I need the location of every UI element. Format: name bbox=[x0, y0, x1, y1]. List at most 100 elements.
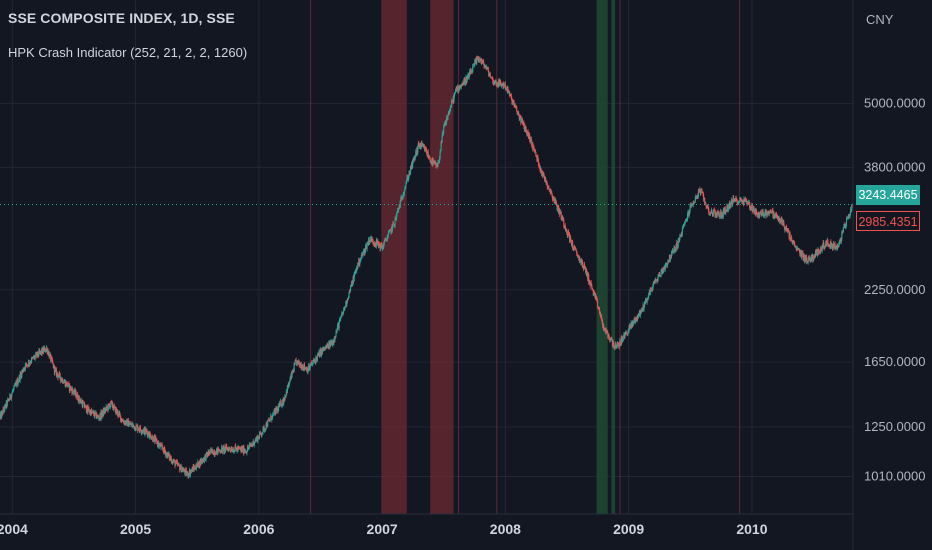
candle-body bbox=[203, 456, 206, 461]
candle-body bbox=[530, 137, 532, 141]
indicator-title[interactable]: HPK Crash Indicator (252, 21, 2, 2, 1260… bbox=[8, 45, 248, 60]
candle-body bbox=[396, 214, 398, 219]
candle-body bbox=[294, 364, 296, 366]
candle-body bbox=[330, 342, 332, 346]
y-tick-label: 5000.0000 bbox=[864, 96, 925, 111]
candle-body bbox=[831, 243, 833, 245]
candle-body bbox=[488, 71, 490, 77]
candle-body bbox=[834, 243, 836, 249]
candle-body bbox=[541, 171, 543, 174]
candle-body bbox=[93, 411, 95, 415]
candle-body bbox=[776, 215, 778, 218]
candle-body bbox=[493, 82, 496, 85]
candle-body bbox=[683, 223, 686, 226]
candle-body bbox=[689, 205, 691, 211]
candle-body bbox=[58, 376, 60, 378]
candle-body bbox=[749, 201, 751, 209]
candle-body bbox=[215, 454, 217, 456]
candle-body bbox=[659, 272, 661, 276]
candle-body bbox=[462, 83, 464, 85]
candle-body bbox=[549, 189, 551, 194]
x-tick-label: 2007 bbox=[367, 521, 398, 537]
candle-body bbox=[219, 449, 221, 451]
candle-body bbox=[570, 240, 572, 242]
candle-body bbox=[129, 422, 132, 425]
last-price-tag: 3243.4465 bbox=[856, 185, 920, 205]
candle-body bbox=[485, 66, 487, 68]
candle-body bbox=[836, 245, 838, 248]
candle-body bbox=[756, 213, 758, 216]
candle-body bbox=[791, 239, 793, 244]
candle-body bbox=[193, 466, 195, 469]
candle-body bbox=[246, 447, 249, 452]
currency-label[interactable]: CNY bbox=[866, 12, 894, 27]
candle-body bbox=[527, 130, 529, 135]
candle-body bbox=[707, 207, 709, 209]
candle-body bbox=[17, 381, 19, 385]
candle-body bbox=[796, 247, 798, 250]
candle-body bbox=[450, 101, 453, 107]
candle-body bbox=[245, 451, 247, 453]
candle-body bbox=[582, 265, 584, 268]
candle-body bbox=[164, 451, 166, 453]
candle-body bbox=[655, 279, 657, 281]
candle-body bbox=[300, 364, 302, 369]
candle-body bbox=[229, 449, 231, 451]
candle-body bbox=[845, 219, 848, 226]
candle-body bbox=[378, 244, 381, 247]
candle-body bbox=[581, 260, 584, 266]
candle-body bbox=[718, 212, 720, 217]
candle-body bbox=[821, 247, 823, 251]
candle-body bbox=[237, 447, 239, 451]
candle-body bbox=[797, 247, 799, 251]
symbol-title[interactable]: SSE COMPOSITE INDEX, 1D, SSE bbox=[8, 10, 235, 26]
candle-body bbox=[83, 402, 85, 408]
candle-body bbox=[592, 289, 594, 296]
candle-body bbox=[740, 199, 742, 201]
candle-body bbox=[478, 60, 481, 61]
candle-body bbox=[626, 332, 628, 334]
candle-body bbox=[784, 228, 786, 230]
y-axis-labels[interactable]: 5000.0000 3800.0000 2250.0000 1650.0000 1250… bbox=[864, 96, 925, 484]
candle-body bbox=[403, 189, 405, 194]
candle-body bbox=[25, 363, 28, 365]
candle-body bbox=[63, 382, 65, 384]
candle-body bbox=[438, 162, 440, 164]
candle-body bbox=[819, 250, 821, 253]
candle-body bbox=[12, 388, 15, 391]
candle-body bbox=[152, 436, 154, 441]
candle-body bbox=[849, 215, 851, 217]
candle-body bbox=[682, 226, 684, 228]
candle-body bbox=[665, 263, 667, 266]
candle-body bbox=[745, 199, 747, 201]
candle-body bbox=[137, 425, 139, 431]
candle-body bbox=[226, 448, 228, 450]
candle-body bbox=[227, 448, 229, 449]
candle-body bbox=[595, 298, 598, 299]
candle-body bbox=[613, 345, 615, 348]
candle-body bbox=[451, 101, 453, 103]
candle-body bbox=[617, 343, 619, 346]
candle-body bbox=[247, 447, 249, 449]
candle-body bbox=[488, 74, 490, 77]
candle-body bbox=[601, 315, 603, 321]
candle-body bbox=[10, 394, 12, 399]
candle-body bbox=[735, 197, 737, 202]
x-axis-labels[interactable]: 2004 2005 2006 2007 2008 2009 2010 bbox=[0, 521, 768, 537]
candle-body bbox=[459, 85, 461, 90]
candle-body bbox=[51, 357, 53, 359]
candle-body bbox=[267, 420, 269, 422]
candle-body bbox=[332, 341, 334, 346]
candle-body bbox=[336, 329, 338, 333]
candle-body bbox=[140, 429, 142, 432]
candle-body bbox=[210, 449, 212, 453]
candle-body bbox=[461, 84, 463, 86]
candle-body bbox=[671, 253, 673, 254]
candle-body bbox=[284, 396, 286, 401]
candle-body bbox=[487, 67, 489, 72]
candle-body bbox=[112, 407, 114, 408]
candle-body bbox=[272, 414, 274, 415]
candle-body bbox=[560, 212, 562, 220]
candle-body bbox=[311, 364, 313, 365]
